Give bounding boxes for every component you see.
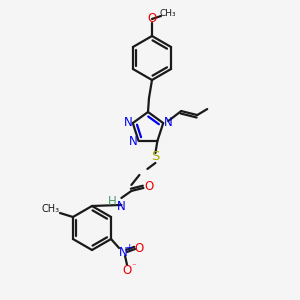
Text: N: N xyxy=(123,116,132,129)
Text: H: H xyxy=(108,195,117,208)
Text: CH₃: CH₃ xyxy=(160,10,176,19)
Text: +: + xyxy=(125,244,133,253)
Text: O: O xyxy=(122,263,132,277)
Text: S: S xyxy=(151,150,160,164)
Text: O: O xyxy=(145,180,154,194)
Text: N: N xyxy=(164,116,172,129)
Text: O: O xyxy=(147,11,157,25)
Text: N: N xyxy=(129,135,138,148)
Text: CH₃: CH₃ xyxy=(42,204,60,214)
Text: N: N xyxy=(119,247,128,260)
Text: ⁻: ⁻ xyxy=(132,262,136,272)
Text: O: O xyxy=(134,242,144,256)
Text: N: N xyxy=(117,200,126,213)
